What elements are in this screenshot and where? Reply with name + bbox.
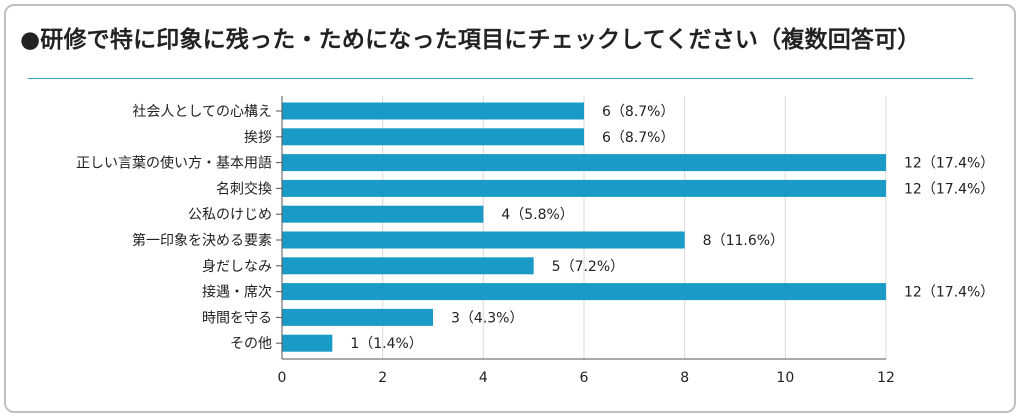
bar bbox=[282, 128, 584, 146]
category-label: 正しい言葉の使い方・基本用語 bbox=[76, 155, 272, 172]
category-label: 挨拶 bbox=[244, 130, 272, 146]
category-label: その他 bbox=[230, 336, 272, 352]
x-tick-label: 12 bbox=[877, 370, 895, 386]
category-label: 身だしなみ bbox=[202, 259, 272, 275]
bar bbox=[282, 179, 886, 197]
x-tick-label: 8 bbox=[680, 370, 689, 386]
title-divider bbox=[28, 78, 973, 79]
bar bbox=[282, 102, 584, 120]
chart-title: ●研修で特に印象に残った・ためになった項目にチェックしてください（複数回答可） bbox=[20, 27, 921, 53]
x-tick-label: 0 bbox=[278, 370, 287, 386]
x-tick-label: 2 bbox=[378, 370, 387, 386]
data-label: 4（5.8%） bbox=[501, 207, 573, 223]
bar bbox=[282, 308, 433, 326]
chart-card bbox=[4, 4, 1016, 413]
bar bbox=[282, 205, 484, 223]
bar bbox=[282, 334, 333, 352]
x-tick-label: 6 bbox=[580, 370, 589, 386]
bar bbox=[282, 283, 886, 301]
bar bbox=[282, 231, 685, 249]
data-label: 6（8.7%） bbox=[602, 104, 674, 120]
category-label: 公私のけじめ bbox=[188, 207, 272, 223]
data-label: 8（11.6%） bbox=[703, 233, 784, 249]
data-label: 6（8.7%） bbox=[602, 130, 674, 146]
data-label: 12（17.4%） bbox=[904, 181, 994, 197]
category-label: 接遇・席次 bbox=[202, 284, 272, 301]
data-label: 5（7.2%） bbox=[552, 259, 624, 275]
x-tick-label: 10 bbox=[776, 370, 794, 386]
data-label: 1（1.4%） bbox=[350, 336, 422, 352]
data-label: 3（4.3%） bbox=[451, 310, 523, 326]
bar bbox=[282, 257, 534, 275]
category-label: 社会人としての心構え bbox=[132, 104, 272, 120]
data-label: 12（17.4%） bbox=[904, 285, 994, 301]
category-label: 第一印象を決める要素 bbox=[132, 232, 272, 249]
bar bbox=[282, 154, 886, 172]
data-label: 12（17.4%） bbox=[904, 156, 994, 172]
category-label: 名刺交換 bbox=[216, 180, 272, 197]
x-tick-label: 4 bbox=[479, 370, 488, 386]
category-label: 時間を守る bbox=[202, 310, 272, 326]
